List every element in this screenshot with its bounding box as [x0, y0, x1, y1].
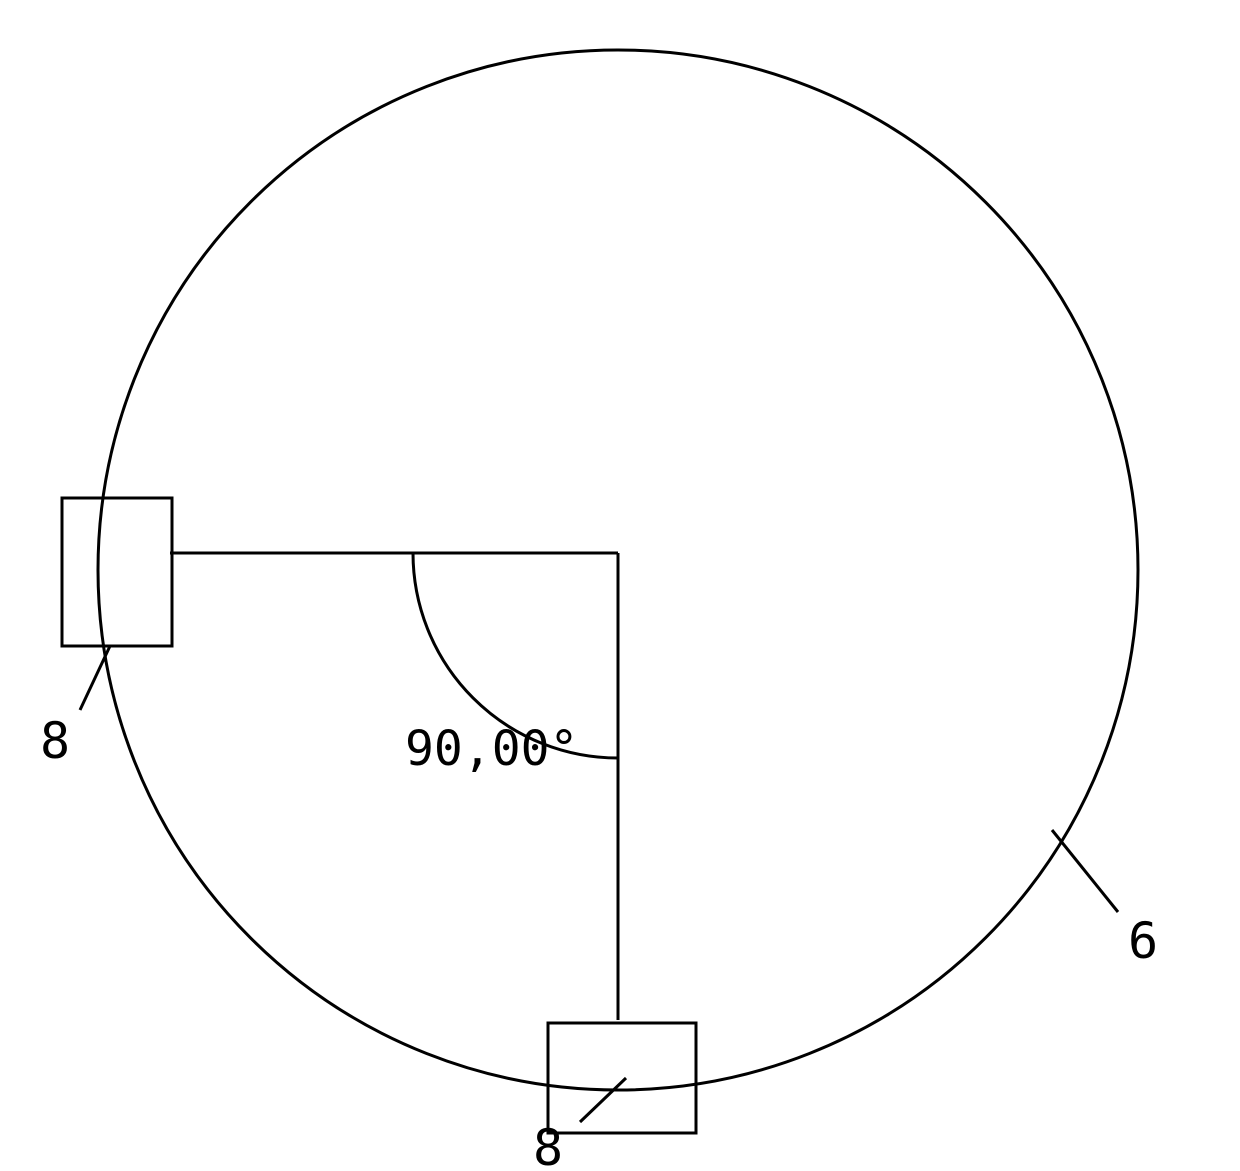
- sensor-box-left: [62, 498, 172, 646]
- label-8-left: 8: [40, 712, 70, 770]
- angle-label: 90,00°: [405, 721, 578, 777]
- sensor-box-bottom: [548, 1023, 696, 1133]
- leader-line-8-bottom: [580, 1078, 626, 1122]
- label-8-bottom: 8: [533, 1119, 563, 1171]
- technical-diagram: 90,00° 8 8 6: [0, 0, 1240, 1171]
- label-6-right: 6: [1128, 912, 1158, 970]
- leader-line-6: [1052, 830, 1118, 912]
- leader-line-8-left: [80, 646, 110, 710]
